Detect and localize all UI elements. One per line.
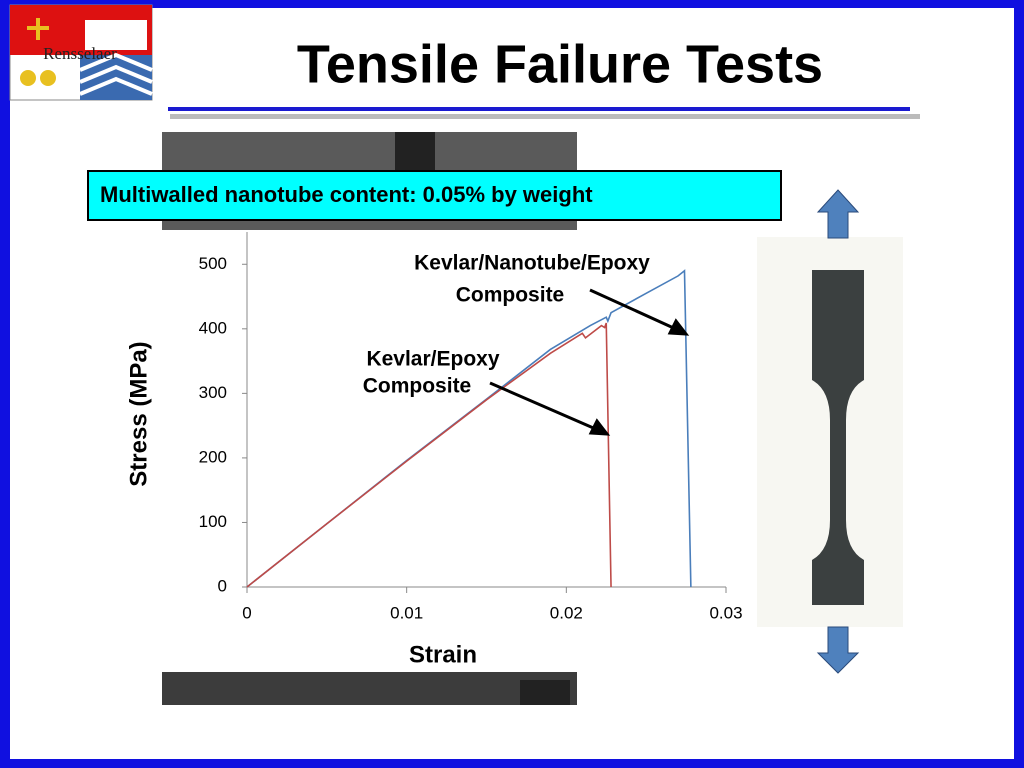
- arrows: [816, 189, 860, 674]
- x-tick-label: 0.01: [390, 603, 423, 622]
- annotation: Kevlar/Nanotube/Epoxy: [414, 252, 650, 275]
- y-tick-label: 400: [199, 318, 227, 337]
- title: Tensile Failure Tests: [297, 34, 823, 94]
- y-tick-label: 300: [199, 383, 227, 402]
- y-tick-label: 100: [199, 512, 227, 531]
- title-rule: [168, 107, 910, 111]
- annotation-arrows: [489, 288, 690, 436]
- logo: Rensselaer: [9, 4, 153, 101]
- x-tick-label: 0: [242, 603, 251, 622]
- x-tick-label: 0.02: [550, 603, 583, 622]
- annotation: Kevlar/Epoxy: [366, 348, 499, 371]
- plot: 0 100 200 300 400 500 0 0.01 0.02 0.03: [199, 232, 743, 622]
- annotation: Composite: [363, 375, 472, 398]
- chart-bg: [162, 230, 760, 672]
- specimen: [757, 237, 903, 627]
- banner: [87, 170, 782, 221]
- title-rule-shadow: [170, 114, 920, 119]
- x-tick-label: 0.03: [709, 603, 742, 622]
- series-line: [246, 322, 612, 588]
- banner-text: Multiwalled nanotube content: 0.05% by w…: [100, 182, 593, 207]
- annotation: Composite: [456, 284, 565, 307]
- y-tick-label: 500: [199, 254, 227, 273]
- y-tick-label: 200: [199, 447, 227, 466]
- y-tick-label: 0: [218, 576, 227, 595]
- x-axis-label: Strain: [409, 641, 477, 668]
- y-axis-label: Stress (MPa): [125, 341, 152, 486]
- logo-text: Rensselaer: [43, 44, 117, 63]
